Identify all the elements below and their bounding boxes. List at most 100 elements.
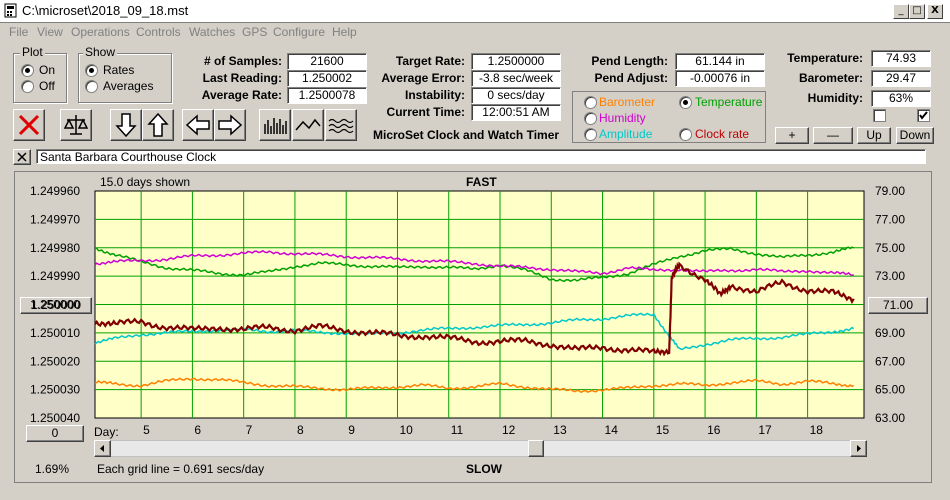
- x-tick-label: 10: [399, 423, 413, 437]
- samples-label: # of Samples:: [203, 54, 282, 68]
- menu-bar: File View Operations Controls Watches GP…: [0, 22, 950, 42]
- red-x-icon: [18, 114, 40, 136]
- temp-center-button[interactable]: 71.00: [868, 297, 928, 314]
- x-tick-label: 5: [143, 423, 150, 437]
- y-left-tick-label: 1.250020: [30, 354, 80, 368]
- minimize-button[interactable]: _: [893, 4, 909, 19]
- wave-graph-button[interactable]: [325, 109, 357, 141]
- y-left-tick-label: 1.250000: [30, 298, 80, 312]
- humidity-label: Humidity:: [807, 91, 863, 105]
- plot-group-title: Plot: [20, 45, 45, 59]
- menu-view[interactable]: View: [37, 25, 63, 39]
- menu-watches[interactable]: Watches: [189, 25, 236, 39]
- barometer-radio[interactable]: [584, 96, 597, 109]
- x-tick-label: 16: [707, 423, 721, 437]
- show-averages-label: Averages: [103, 79, 154, 93]
- arrow-up-icon: [147, 112, 169, 137]
- zoom-percent: 1.69%: [35, 462, 70, 476]
- show-group: [78, 53, 172, 103]
- plot-on-radio[interactable]: [21, 64, 34, 77]
- show-rates-radio[interactable]: [85, 64, 98, 77]
- scroll-right-icon: [857, 445, 861, 452]
- minus-button[interactable]: —: [813, 127, 853, 144]
- plot-off-radio[interactable]: [21, 80, 34, 93]
- temperature-field: 74.93: [871, 50, 931, 67]
- y-left-tick-label: 1.250030: [30, 383, 80, 397]
- close-button[interactable]: X: [927, 4, 943, 19]
- arrow-up-button[interactable]: [142, 109, 174, 141]
- x-tick-label: 6: [194, 423, 201, 437]
- arrow-down-icon: [115, 113, 137, 138]
- temperature-radio[interactable]: [679, 96, 692, 109]
- up-button[interactable]: Up: [857, 127, 891, 144]
- clear-clock-button[interactable]: [13, 149, 31, 165]
- balance-button[interactable]: [60, 109, 92, 141]
- clock-rate-radio[interactable]: [679, 128, 692, 141]
- fast-label: FAST: [466, 175, 497, 189]
- humidity-field: 63%: [871, 90, 931, 107]
- amplitude-option-label: Amplitude: [599, 127, 653, 141]
- y-right-tick-label: 65.00: [875, 383, 905, 397]
- barometer-option-label: Barometer: [599, 95, 656, 109]
- average-error-field: -3.8 sec/week: [471, 70, 561, 87]
- x-tick-label: 9: [348, 423, 355, 437]
- average-error-label: Average Error:: [381, 71, 465, 85]
- bar-graph-button[interactable]: [259, 109, 291, 141]
- clock-name-field[interactable]: Santa Barbara Courthouse Clock: [36, 149, 926, 164]
- check-icon: [919, 111, 928, 120]
- menu-controls[interactable]: Controls: [136, 25, 181, 39]
- show-rates-label: Rates: [103, 63, 135, 77]
- y-left-tick-label: 1.249970: [30, 212, 80, 226]
- arrow-right-icon: [218, 114, 243, 136]
- option-checkbox-1[interactable]: [873, 109, 886, 122]
- app-caption: MicroSet Clock and Watch Timer: [373, 128, 560, 142]
- arrow-left-button[interactable]: [182, 109, 214, 141]
- last-reading-label: Last Reading:: [202, 71, 282, 85]
- menu-configure[interactable]: Configure: [273, 25, 326, 39]
- wave-icon: [328, 118, 354, 134]
- offset-zero-button[interactable]: 0: [26, 425, 84, 442]
- menu-help[interactable]: Help: [332, 25, 357, 39]
- plus-button[interactable]: +: [775, 127, 809, 144]
- menu-operations[interactable]: Operations: [71, 25, 130, 39]
- stop-button[interactable]: [13, 109, 45, 141]
- target-rate-label: Target Rate:: [395, 54, 465, 68]
- show-averages-radio[interactable]: [85, 80, 98, 93]
- menu-file[interactable]: File: [9, 25, 29, 39]
- y-right-tick-label: 63.00: [875, 411, 905, 425]
- menu-gps[interactable]: GPS: [242, 25, 268, 39]
- y-right-tick-label: 75.00: [875, 241, 905, 255]
- bar-graph-icon: [264, 118, 287, 134]
- down-button[interactable]: Down: [896, 127, 934, 144]
- amplitude-radio[interactable]: [584, 128, 597, 141]
- y-left-tick-label: 1.249990: [30, 269, 80, 283]
- scroll-right-button[interactable]: [850, 440, 867, 457]
- y-right-tick-label: 67.00: [875, 354, 905, 368]
- series-line: [94, 377, 855, 394]
- barometer-field: 29.47: [871, 70, 931, 87]
- temperature-option-label: Temperature: [695, 95, 763, 109]
- y-right-tick-label: 73.00: [875, 269, 905, 283]
- y-right-tick-label: 79.00: [875, 184, 905, 198]
- y-left-tick-label: 1.249960: [30, 184, 80, 198]
- x-tick-label: 18: [810, 423, 824, 437]
- x-tick-label: 14: [605, 423, 619, 437]
- rate-center-button[interactable]: 1.250000: [20, 297, 92, 314]
- humidity-radio[interactable]: [584, 112, 597, 125]
- scroll-thumb[interactable]: [528, 440, 544, 457]
- maximize-button[interactable]: □: [909, 4, 925, 19]
- day-axis-label: Day:: [94, 425, 119, 439]
- grid-note: Each grid line = 0.691 secs/day: [97, 462, 265, 476]
- arrow-right-button[interactable]: [214, 109, 246, 141]
- line-graph-button[interactable]: [292, 109, 324, 141]
- option-checkbox-2[interactable]: [917, 109, 930, 122]
- average-rate-field: 1.2500078: [287, 87, 367, 104]
- arrow-down-button[interactable]: [110, 109, 142, 141]
- pend-length-field[interactable]: 61.144 in: [675, 53, 765, 70]
- last-reading-field: 1.250002: [287, 70, 367, 87]
- barometer-label: Barometer:: [798, 71, 863, 85]
- close-x-icon: [17, 152, 27, 162]
- target-rate-field[interactable]: 1.2500000: [471, 53, 561, 70]
- scale-icon: [63, 115, 89, 135]
- scroll-left-button[interactable]: [94, 440, 111, 457]
